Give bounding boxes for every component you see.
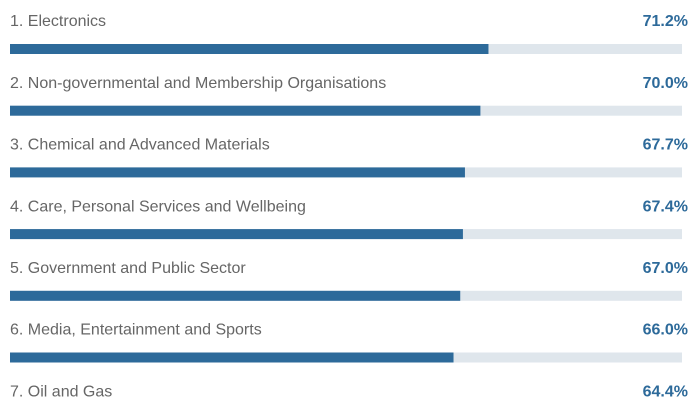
category-label: 1. Electronics: [10, 13, 106, 30]
category-label: 4. Care, Personal Services and Wellbeing: [10, 198, 306, 215]
bar: [10, 290, 461, 301]
bar: [10, 167, 465, 178]
bar: [10, 105, 481, 116]
bar: [10, 44, 489, 54]
category-label: 5. Government and Public Sector: [10, 260, 246, 277]
category-label: 3. Chemical and Advanced Materials: [10, 137, 270, 154]
value-label: 71.2%: [643, 13, 688, 30]
category-label: 2. Non-governmental and Membership Organ…: [10, 75, 386, 92]
bar: [10, 229, 463, 240]
value-label: 70.0%: [643, 75, 688, 92]
value-label: 67.4%: [643, 198, 688, 215]
value-label: 67.7%: [643, 137, 688, 154]
value-label: 64.4%: [643, 383, 688, 400]
value-label: 66.0%: [643, 322, 688, 339]
bar: [10, 352, 454, 363]
category-label: 7. Oil and Gas: [10, 383, 112, 400]
category-label: 6. Media, Entertainment and Sports: [10, 322, 262, 339]
value-label: 67.0%: [643, 260, 688, 277]
